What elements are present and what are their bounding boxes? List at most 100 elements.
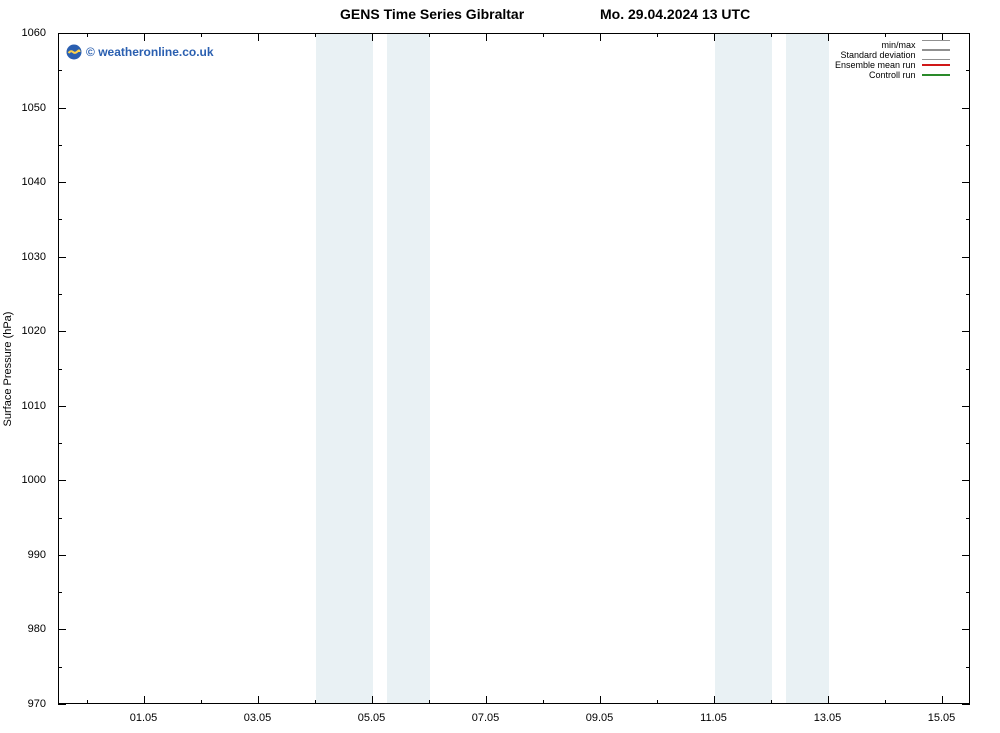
plot-area	[58, 33, 970, 704]
legend-item: min/max	[835, 40, 950, 50]
y-tick-label: 980	[0, 623, 46, 635]
y-minor-tick	[966, 592, 970, 593]
y-tick-mark	[58, 555, 66, 556]
legend-swatch	[922, 64, 950, 66]
y-tick-mark	[962, 555, 970, 556]
chart-title-left: GENS Time Series Gibraltar	[340, 6, 524, 22]
y-minor-tick	[58, 518, 62, 519]
x-tick-label: 01.05	[130, 712, 158, 724]
x-tick-label: 03.05	[244, 712, 272, 724]
y-tick-mark	[58, 108, 66, 109]
weekend-band	[715, 34, 772, 703]
weekend-band	[387, 34, 430, 703]
y-minor-tick	[966, 443, 970, 444]
y-tick-mark	[962, 480, 970, 481]
x-tick-mark	[828, 33, 829, 41]
x-minor-tick	[885, 33, 886, 37]
x-tick-label: 15.05	[928, 712, 956, 724]
x-minor-tick	[201, 700, 202, 704]
x-minor-tick	[429, 33, 430, 37]
watermark-copyright: ©	[86, 45, 95, 59]
y-minor-tick	[58, 219, 62, 220]
y-tick-mark	[962, 257, 970, 258]
legend-swatch	[922, 74, 950, 76]
y-tick-mark	[58, 33, 66, 34]
y-minor-tick	[966, 667, 970, 668]
y-tick-label: 1010	[0, 400, 46, 412]
y-minor-tick	[966, 70, 970, 71]
legend-label: Controll run	[869, 70, 916, 80]
x-tick-mark	[714, 696, 715, 704]
y-tick-label: 1000	[0, 474, 46, 486]
y-minor-tick	[966, 294, 970, 295]
x-tick-mark	[144, 33, 145, 41]
y-tick-mark	[962, 33, 970, 34]
y-minor-tick	[58, 592, 62, 593]
y-minor-tick	[966, 369, 970, 370]
y-minor-tick	[58, 294, 62, 295]
y-tick-mark	[58, 406, 66, 407]
legend: min/maxStandard deviationEnsemble mean r…	[835, 40, 950, 80]
x-minor-tick	[543, 700, 544, 704]
x-minor-tick	[201, 33, 202, 37]
x-minor-tick	[543, 33, 544, 37]
legend-label: Ensemble mean run	[835, 60, 916, 70]
x-tick-mark	[372, 696, 373, 704]
chart-container: { "chart": { "type": "line", "title_left…	[0, 0, 1000, 733]
y-tick-mark	[962, 629, 970, 630]
legend-swatch	[922, 40, 950, 50]
x-minor-tick	[315, 700, 316, 704]
y-tick-mark	[962, 182, 970, 183]
x-tick-mark	[258, 696, 259, 704]
x-tick-mark	[600, 33, 601, 41]
x-tick-mark	[144, 696, 145, 704]
y-minor-tick	[966, 145, 970, 146]
x-tick-mark	[828, 696, 829, 704]
y-minor-tick	[966, 219, 970, 220]
y-tick-mark	[58, 480, 66, 481]
weekend-band	[316, 34, 373, 703]
x-minor-tick	[657, 33, 658, 37]
x-minor-tick	[87, 700, 88, 704]
globe-icon	[66, 44, 82, 60]
watermark-text: weatheronline.co.uk	[98, 45, 213, 59]
x-tick-mark	[486, 696, 487, 704]
y-tick-mark	[58, 182, 66, 183]
x-minor-tick	[657, 700, 658, 704]
y-minor-tick	[58, 667, 62, 668]
x-tick-mark	[600, 696, 601, 704]
legend-item: Standard deviation	[835, 50, 950, 60]
x-tick-label: 07.05	[472, 712, 500, 724]
y-tick-mark	[962, 331, 970, 332]
x-tick-mark	[942, 696, 943, 704]
x-minor-tick	[87, 33, 88, 37]
legend-label: min/max	[882, 40, 916, 50]
x-tick-mark	[486, 33, 487, 41]
x-tick-mark	[714, 33, 715, 41]
y-tick-label: 1050	[0, 102, 46, 114]
watermark: © weatheronline.co.uk	[66, 44, 214, 60]
y-tick-label: 1020	[0, 325, 46, 337]
y-minor-tick	[58, 369, 62, 370]
legend-label: Standard deviation	[840, 50, 915, 60]
x-tick-mark	[372, 33, 373, 41]
y-tick-mark	[58, 331, 66, 332]
x-tick-mark	[258, 33, 259, 41]
x-tick-label: 05.05	[358, 712, 386, 724]
y-tick-mark	[962, 108, 970, 109]
y-minor-tick	[58, 443, 62, 444]
x-tick-label: 13.05	[814, 712, 842, 724]
y-minor-tick	[58, 70, 62, 71]
y-tick-label: 990	[0, 549, 46, 561]
x-minor-tick	[771, 33, 772, 37]
legend-swatch	[922, 50, 950, 60]
y-tick-mark	[962, 406, 970, 407]
legend-item: Controll run	[835, 70, 950, 80]
y-minor-tick	[966, 518, 970, 519]
y-tick-mark	[962, 704, 970, 705]
x-tick-label: 09.05	[586, 712, 614, 724]
y-tick-mark	[58, 704, 66, 705]
y-tick-label: 970	[0, 698, 46, 710]
y-tick-label: 1030	[0, 251, 46, 263]
weekend-band	[786, 34, 829, 703]
